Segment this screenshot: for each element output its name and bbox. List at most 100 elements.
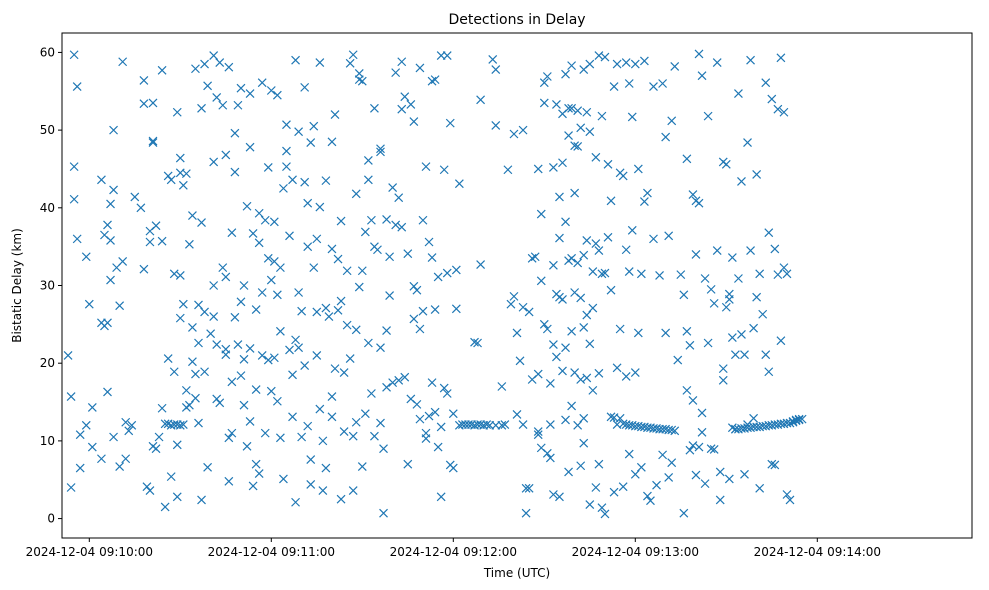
data-point [188, 211, 197, 221]
data-point [782, 490, 792, 499]
data-point [588, 267, 598, 276]
data-point [639, 197, 649, 207]
data-point [418, 215, 428, 225]
data-point [624, 449, 634, 459]
data-point [627, 112, 637, 122]
data-point [567, 253, 577, 263]
data-point [600, 52, 610, 62]
data-point [564, 467, 573, 477]
data-point [191, 64, 200, 74]
data-point [542, 448, 552, 458]
data-point [382, 215, 391, 224]
data-point [533, 430, 543, 440]
data-point [746, 55, 755, 65]
data-point [576, 293, 586, 303]
data-point [727, 333, 737, 342]
data-point [239, 400, 249, 410]
data-point [245, 142, 255, 152]
data-point [242, 201, 252, 211]
data-point [391, 68, 401, 78]
data-point [291, 55, 300, 65]
data-point [585, 59, 595, 69]
data-point [727, 253, 737, 262]
data-point [694, 198, 704, 208]
data-point [282, 162, 291, 172]
data-point [342, 320, 352, 330]
data-point [624, 267, 634, 276]
data-point [582, 310, 592, 320]
data-point [740, 350, 749, 360]
y-axis-ticks: 0 10 20 30 40 50 60 [40, 45, 62, 526]
data-point [263, 162, 273, 172]
data-point [69, 162, 79, 172]
data-point [682, 385, 692, 395]
data-point [221, 150, 231, 160]
data-point [245, 344, 255, 353]
y-tick-label: 30 [40, 279, 55, 293]
data-point [272, 396, 282, 406]
data-point [351, 417, 361, 427]
data-point [363, 155, 373, 165]
data-point [154, 432, 164, 442]
data-point [500, 420, 510, 429]
data-point [512, 328, 522, 338]
data-point [72, 234, 82, 244]
data-point [303, 421, 313, 431]
data-point [285, 231, 294, 241]
data-point [451, 304, 461, 314]
data-point [621, 245, 631, 255]
data-point [315, 202, 325, 212]
data-point [87, 403, 97, 412]
data-point [691, 470, 701, 480]
data-point [767, 459, 777, 469]
data-point [418, 306, 428, 316]
data-point [582, 373, 592, 383]
data-point [764, 228, 774, 238]
data-point [312, 350, 322, 360]
data-point [470, 337, 479, 347]
data-point [121, 454, 131, 464]
data-point [285, 345, 294, 355]
data-point [245, 89, 255, 99]
data-point [194, 300, 203, 310]
data-point [609, 487, 619, 497]
data-point [288, 412, 297, 422]
data-point [573, 142, 583, 151]
data-point [588, 385, 598, 395]
data-point [761, 78, 771, 88]
data-point [254, 469, 264, 478]
data-point [682, 326, 692, 336]
data-point [703, 111, 713, 121]
data-point [357, 462, 367, 471]
data-point [351, 325, 361, 335]
data-point [767, 94, 777, 104]
data-point [357, 266, 367, 276]
y-tick-label: 0 [47, 512, 55, 526]
data-point [266, 275, 276, 285]
data-point [172, 440, 182, 450]
data-point [755, 269, 765, 279]
data-point [491, 121, 501, 130]
data-point [72, 82, 82, 92]
data-point [166, 175, 176, 185]
data-point [115, 301, 125, 311]
data-point [667, 116, 677, 126]
data-point [749, 413, 759, 423]
data-point [515, 356, 525, 366]
data-point [191, 369, 200, 379]
data-point [421, 428, 431, 438]
data-point [573, 258, 583, 268]
data-point [212, 394, 222, 404]
data-point [770, 244, 780, 254]
data-point [667, 458, 677, 468]
data-point [536, 209, 546, 219]
x-tick-label: 2024-12-04 09:13:00 [572, 545, 699, 559]
data-point [327, 412, 337, 422]
data-point [476, 260, 486, 269]
data-point [688, 396, 698, 405]
data-point [412, 285, 422, 295]
data-point [724, 289, 734, 299]
data-point [163, 354, 173, 363]
data-point [333, 305, 343, 315]
